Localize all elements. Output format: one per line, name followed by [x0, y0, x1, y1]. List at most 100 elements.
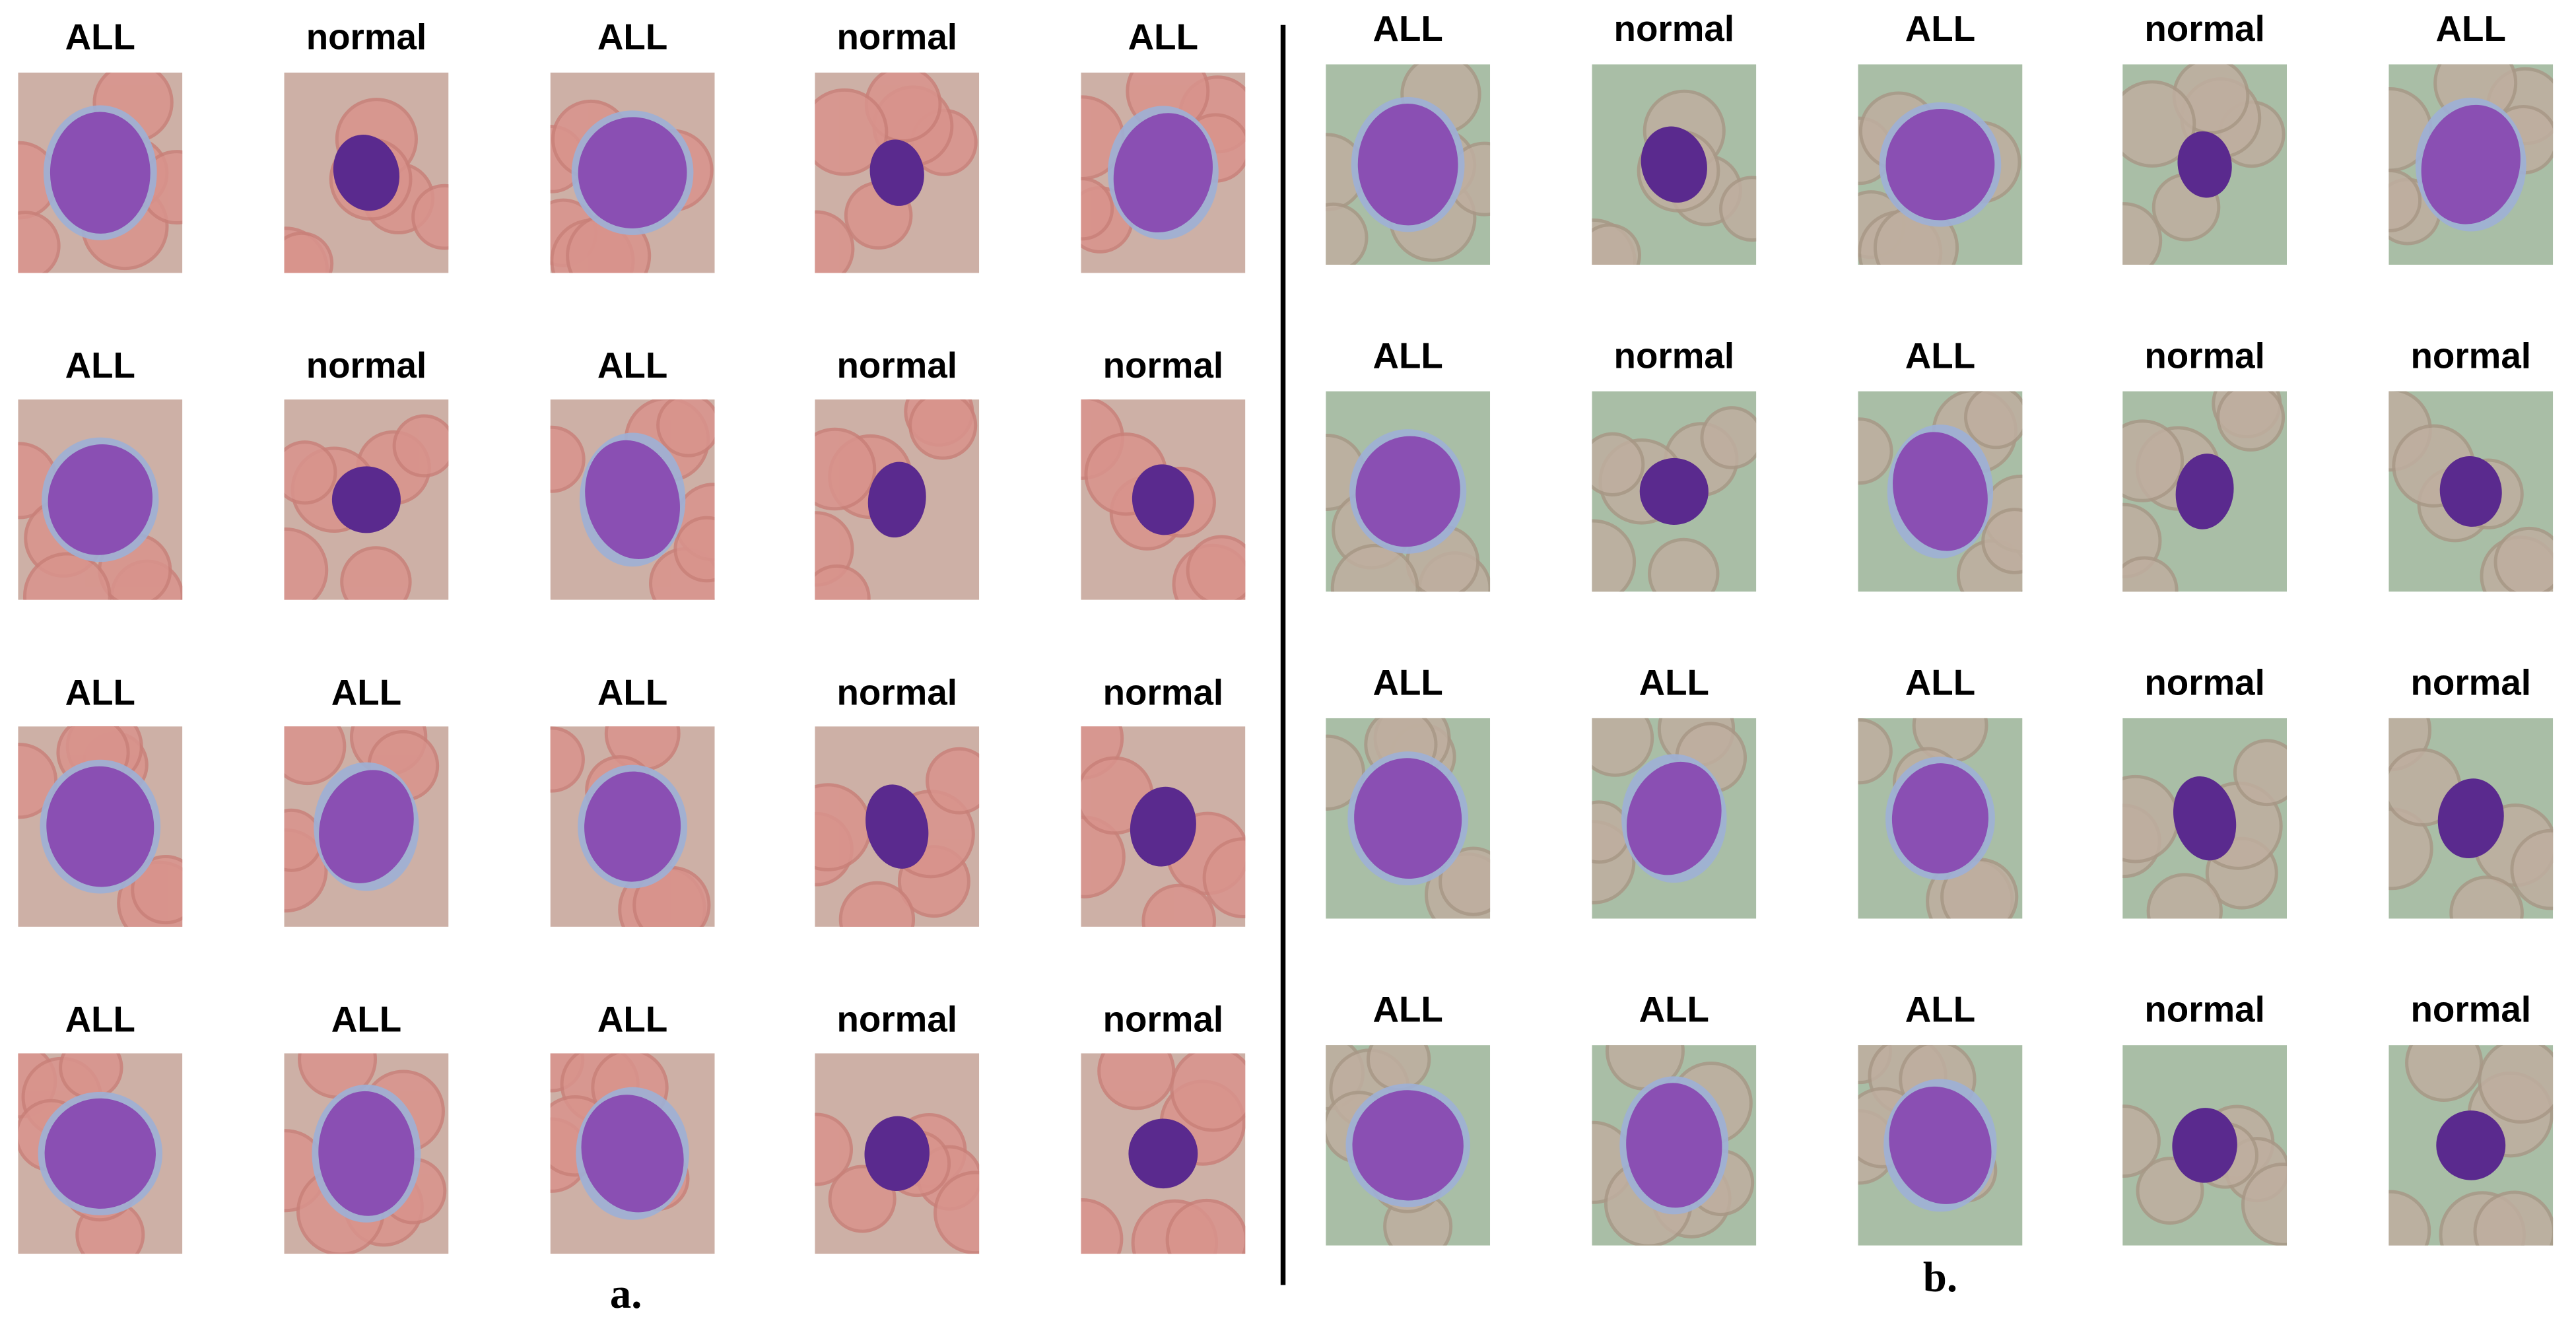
image-label: ALL [1905, 989, 1975, 1030]
image-content [815, 72, 980, 273]
image-label: ALL [1639, 662, 1709, 703]
cell-image [2122, 64, 2288, 265]
red-blood-cell [2405, 1045, 2484, 1102]
red-blood-cell [2241, 1163, 2288, 1246]
image-label: normal [1103, 671, 1223, 712]
nucleus [44, 1098, 156, 1209]
red-blood-cell [2473, 1190, 2554, 1246]
cell-image [2389, 391, 2554, 592]
image-content [815, 726, 980, 927]
nucleus [1891, 763, 1988, 874]
cell-image [18, 72, 183, 273]
image-label: ALL [1373, 989, 1442, 1030]
nucleus [1354, 758, 1462, 879]
nucleus [331, 466, 401, 533]
nucleus [1130, 786, 1196, 867]
red-blood-cell [815, 427, 877, 511]
cell-image [550, 399, 715, 600]
image-content [2122, 1045, 2288, 1246]
cell-image [1858, 391, 2023, 592]
cell-image [2389, 64, 2554, 265]
image-content [1326, 718, 1491, 919]
red-blood-cell [2233, 739, 2288, 807]
red-blood-cell [284, 440, 337, 505]
red-blood-cell [933, 1170, 980, 1254]
cell-image [1858, 718, 2023, 919]
panel-caption: b. [1923, 1253, 1957, 1301]
red-blood-cell [1963, 391, 2023, 450]
red-blood-cell [1141, 883, 1217, 927]
nucleus [1626, 761, 1722, 875]
nucleus [2177, 131, 2232, 198]
nucleus [46, 766, 154, 887]
image-label: normal [2144, 8, 2264, 49]
red-blood-cell [908, 399, 978, 460]
image-label: ALL [1905, 335, 1975, 376]
red-blood-cell [1719, 176, 1757, 242]
image-content [2122, 64, 2288, 265]
image-content [18, 726, 183, 927]
red-blood-cell [392, 414, 449, 478]
nucleus [2172, 1108, 2237, 1183]
image-label: ALL [331, 671, 401, 712]
nucleus [333, 134, 400, 211]
image-label: normal [1614, 335, 1734, 376]
cell-image [1858, 1045, 2023, 1246]
nucleus [319, 770, 414, 883]
red-blood-cell [1165, 1198, 1246, 1254]
image-label: normal [2144, 989, 2264, 1030]
image-content [18, 399, 183, 600]
red-blood-cell [2389, 1190, 2431, 1246]
nucleus [867, 461, 926, 538]
red-blood-cell [284, 231, 334, 273]
nucleus [864, 1116, 930, 1192]
image-label: ALL [1373, 335, 1442, 376]
red-blood-cell [815, 1112, 854, 1186]
image-content [1592, 718, 1757, 919]
cell-image [1592, 391, 1757, 592]
image-label: ALL [1373, 8, 1442, 49]
image-content [550, 399, 715, 600]
image-label: normal [1103, 345, 1223, 386]
nucleus [1639, 458, 1709, 525]
image-label: ALL [1373, 662, 1442, 703]
cell-image [1081, 726, 1246, 927]
cell-image [2122, 1045, 2288, 1246]
image-label: normal [2410, 335, 2530, 376]
red-blood-cell [1202, 837, 1246, 918]
cell-image [1081, 399, 1246, 600]
nucleus [1352, 1090, 1464, 1201]
red-blood-cell [1170, 1053, 1246, 1132]
nucleus [1889, 1086, 1992, 1204]
image-label: ALL [1639, 989, 1709, 1030]
red-blood-cell [1592, 718, 1654, 777]
cell-image [284, 72, 449, 273]
image-content [2389, 391, 2554, 592]
red-blood-cell [550, 726, 585, 793]
image-content [284, 726, 449, 927]
red-blood-cell [1700, 406, 1757, 469]
image-label: normal [1614, 8, 1734, 49]
red-blood-cell [815, 564, 871, 600]
red-blood-cell [1439, 846, 1491, 916]
cell-image [2122, 718, 2288, 919]
cell-image [550, 1053, 715, 1254]
image-content [18, 1053, 183, 1254]
red-blood-cell [815, 88, 889, 176]
cell-image [2389, 1045, 2554, 1246]
image-content [2122, 391, 2288, 592]
image-label: ALL [1905, 662, 1975, 703]
nucleus [2421, 104, 2521, 224]
cell-image [815, 1053, 980, 1254]
red-blood-cell [131, 854, 183, 925]
red-blood-cell [411, 184, 449, 250]
nucleus [2437, 778, 2504, 859]
image-label: normal [836, 671, 957, 712]
red-blood-cell [815, 210, 855, 273]
image-label: ALL [2436, 8, 2506, 49]
nucleus [1113, 113, 1213, 233]
nucleus [1128, 1118, 1198, 1189]
red-blood-cell [18, 211, 61, 273]
image-label: ALL [65, 671, 135, 712]
